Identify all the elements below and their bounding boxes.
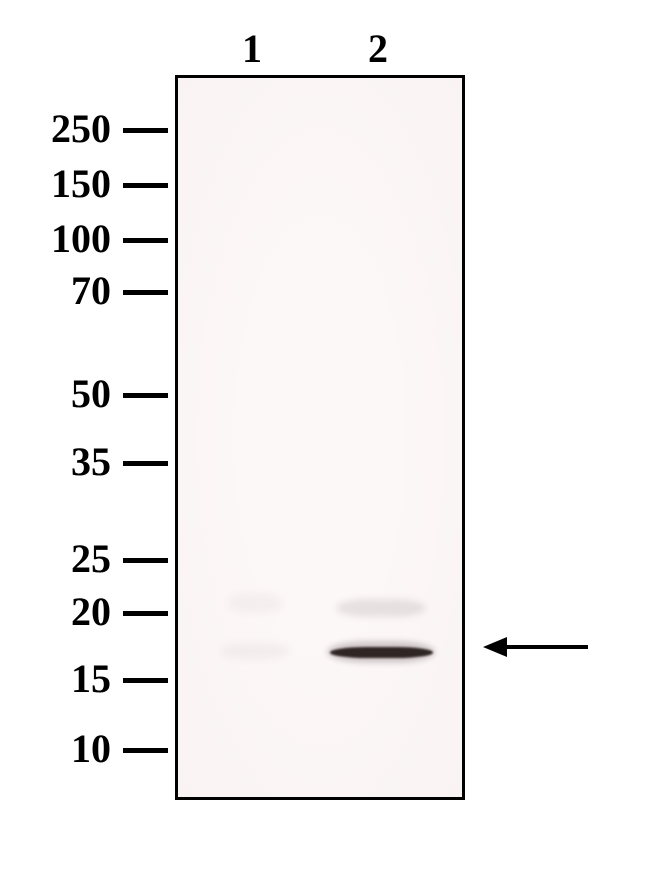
arrow-head-icon	[483, 637, 507, 657]
western-blot-figure: 1225015010070503525201510	[0, 0, 650, 870]
target-band-arrow	[0, 0, 650, 870]
arrow-shaft	[505, 645, 588, 649]
